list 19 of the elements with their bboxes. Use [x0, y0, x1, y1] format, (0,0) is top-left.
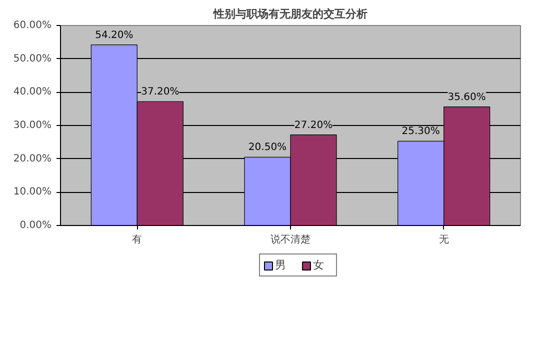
y-tick-label: 60.00% [13, 20, 52, 31]
data-label: 54.20% [95, 30, 134, 41]
x-tick-label: 有 [132, 234, 142, 246]
y-tick-label: 0.00% [20, 220, 52, 231]
chart-title: 性别与职场有无朋友的交互分析 [212, 8, 368, 20]
data-label: 25.30% [402, 126, 440, 138]
data-label: 35.60% [448, 92, 486, 103]
x-tick-label: 无 [438, 234, 449, 246]
y-tick-label: 30.00% [13, 120, 52, 131]
data-label: 20.50% [248, 142, 287, 154]
data-label: 37.20% [141, 86, 180, 98]
y-tick-label: 10.00% [13, 186, 52, 198]
y-tick-label: 40.00% [13, 86, 52, 98]
y-tick-label: 20.00% [13, 153, 52, 164]
y-tick-label: 50.00% [13, 53, 52, 64]
legend-label: 男 [275, 258, 287, 272]
legend-label: 女 [313, 258, 325, 272]
x-tick-label: 说不清楚 [270, 234, 310, 246]
data-label: 27.20% [294, 120, 333, 131]
